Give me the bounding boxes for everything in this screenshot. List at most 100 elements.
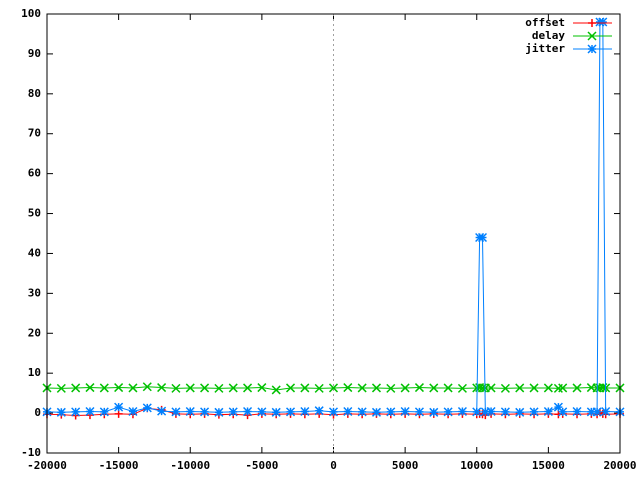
x-tick-label: 15000 <box>532 459 565 472</box>
point <box>500 383 510 393</box>
point <box>414 407 424 417</box>
point <box>71 383 81 393</box>
legend-label: offset <box>525 16 565 29</box>
point <box>85 406 95 417</box>
point <box>228 407 238 417</box>
point <box>214 407 224 417</box>
point <box>85 383 95 393</box>
y-tick-label: 70 <box>28 127 41 140</box>
point <box>114 383 124 393</box>
point <box>214 383 224 393</box>
point <box>386 407 396 417</box>
point <box>515 383 525 393</box>
point <box>601 406 611 417</box>
point <box>486 406 496 417</box>
point <box>529 383 539 393</box>
point <box>171 407 181 417</box>
point <box>543 383 553 393</box>
point <box>314 383 324 393</box>
y-tick-label: 90 <box>28 47 41 60</box>
point <box>429 407 439 417</box>
point <box>477 232 488 243</box>
point <box>572 406 582 417</box>
point <box>515 407 525 417</box>
point <box>185 406 195 417</box>
legend-label: delay <box>532 29 565 42</box>
point <box>598 17 608 27</box>
point <box>228 383 238 393</box>
point <box>271 385 281 395</box>
point <box>257 407 267 417</box>
y-tick-label: 80 <box>28 87 41 100</box>
point <box>157 406 167 416</box>
point <box>500 407 510 417</box>
point <box>99 407 109 417</box>
y-tick-label: 40 <box>28 246 41 259</box>
x-tick-label: -20000 <box>27 459 67 472</box>
y-tick-label: -10 <box>21 446 41 459</box>
point <box>371 407 382 417</box>
point <box>343 383 353 393</box>
point <box>157 383 167 393</box>
point <box>558 383 568 393</box>
y-tick-label: 60 <box>28 167 41 180</box>
x-tick-label: -15000 <box>99 459 139 472</box>
point <box>185 383 195 393</box>
y-tick-label: 100 <box>21 7 41 20</box>
point <box>457 383 467 393</box>
point <box>328 383 339 393</box>
point <box>357 407 367 417</box>
point <box>371 383 382 393</box>
point <box>285 407 296 417</box>
point <box>386 383 396 393</box>
point <box>243 406 253 417</box>
x-tick-label: -10000 <box>170 459 210 472</box>
point <box>56 407 66 417</box>
point <box>300 406 310 417</box>
point <box>200 407 210 417</box>
y-tick-label: 0 <box>34 406 41 419</box>
point <box>142 382 152 392</box>
point <box>400 383 410 393</box>
point <box>114 402 124 412</box>
point <box>572 383 582 393</box>
point <box>128 383 138 393</box>
legend-marker <box>588 19 596 27</box>
point <box>142 403 152 413</box>
point <box>200 383 210 393</box>
y-tick-label: 50 <box>28 207 41 220</box>
point <box>357 383 367 393</box>
point <box>553 402 563 412</box>
point <box>543 406 553 417</box>
point <box>486 383 496 393</box>
plot-border <box>46 13 621 454</box>
point <box>400 406 410 417</box>
point <box>414 383 424 393</box>
point <box>443 407 453 417</box>
point <box>56 383 66 393</box>
y-tick-label: 20 <box>28 326 41 339</box>
point <box>243 383 253 393</box>
x-tick-label: 10000 <box>460 459 493 472</box>
point <box>472 407 482 417</box>
point <box>558 407 568 417</box>
legend-label: jitter <box>525 42 565 55</box>
point <box>343 406 353 417</box>
point <box>429 383 439 393</box>
point <box>71 407 81 417</box>
point <box>457 406 467 417</box>
point <box>114 409 123 418</box>
point <box>529 407 539 417</box>
x-tick-label: 0 <box>330 459 337 472</box>
point <box>443 383 453 393</box>
point <box>300 383 310 393</box>
point <box>128 406 138 417</box>
point <box>314 406 324 416</box>
point <box>592 407 602 417</box>
x-tick-label: 20000 <box>603 459 636 472</box>
point <box>328 407 339 417</box>
point <box>271 407 281 417</box>
point <box>257 383 267 393</box>
legend-marker <box>587 31 597 41</box>
